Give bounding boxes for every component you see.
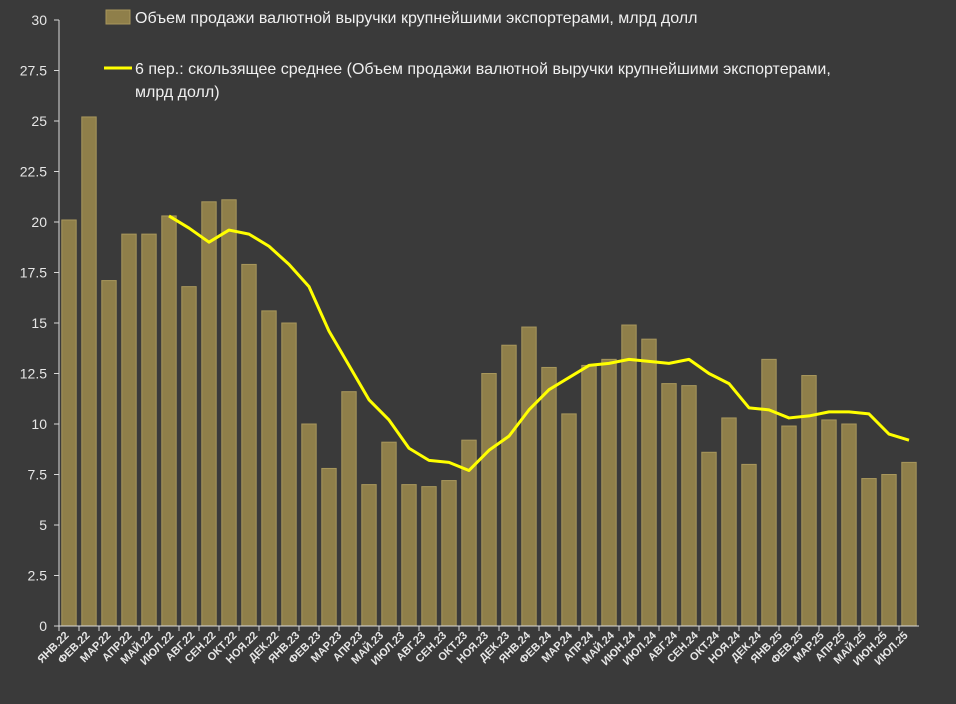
y-tick-label: 27.5 (20, 63, 47, 79)
legend-line-label-2: млрд долл) (135, 84, 220, 101)
bar (221, 199, 237, 627)
y-tick-label: 25 (31, 113, 47, 129)
bar (341, 391, 357, 627)
legend-line-label-1: 6 пер.: скользящее среднее (Объем продаж… (135, 61, 831, 78)
bar (401, 484, 417, 627)
bar (481, 373, 497, 627)
bar (861, 478, 877, 627)
bar (821, 419, 837, 627)
x-axis-ticks: ЯНВ.22ФЕВ.22МАР.22АПР.22МАЙ.22ИЮЛ.22АВГ.… (35, 626, 911, 668)
bar (181, 286, 197, 627)
bar (101, 280, 117, 627)
bar (541, 366, 557, 627)
moving-average-line (168, 214, 910, 472)
bar (561, 413, 577, 627)
bar (801, 375, 817, 627)
bar (621, 324, 637, 627)
bar (721, 417, 737, 627)
y-tick-label: 2.5 (28, 568, 48, 584)
bar (81, 116, 97, 627)
bar (121, 233, 137, 627)
bar (521, 326, 537, 627)
legend: Объем продажи валютной выручки крупнейши… (104, 9, 831, 101)
y-tick-label: 30 (31, 12, 47, 28)
bar (321, 467, 337, 627)
y-tick-label: 10 (31, 416, 47, 432)
legend-bar-swatch (105, 9, 131, 25)
y-tick-label: 20 (31, 214, 47, 230)
bar (421, 486, 437, 627)
y-tick-label: 22.5 (20, 164, 47, 180)
bar (141, 233, 157, 627)
bar (681, 385, 697, 627)
y-tick-label: 5 (39, 517, 47, 533)
bar (661, 383, 677, 627)
bar (901, 461, 917, 627)
bar (161, 215, 177, 627)
bar (581, 364, 597, 627)
moving-average-series (168, 214, 910, 472)
y-tick-label: 7.5 (28, 467, 48, 483)
bar (841, 423, 857, 627)
bar (241, 263, 257, 627)
bar (881, 474, 897, 627)
bar-series (61, 116, 917, 627)
y-tick-label: 12.5 (20, 366, 47, 382)
bar (381, 441, 397, 627)
bar (641, 338, 657, 627)
bar (601, 358, 617, 627)
bar (281, 322, 297, 627)
bar (301, 423, 317, 627)
y-axis-ticks: 0 2.5 5 7.5 10 12.5 15 17.5 20 22.5 25 27.5 30 (20, 12, 59, 634)
bar (781, 425, 797, 627)
bar (741, 463, 757, 627)
y-tick-label: 0 (39, 618, 47, 634)
bar (701, 451, 717, 627)
y-tick-label: 17.5 (20, 265, 47, 281)
legend-bar-label: Объем продажи валютной выручки крупнейши… (135, 10, 697, 27)
bar (441, 480, 457, 627)
bar (201, 201, 217, 627)
bar (501, 344, 517, 627)
bar (361, 484, 377, 627)
bar (761, 358, 777, 627)
bar (61, 219, 77, 627)
y-tick-label: 15 (31, 315, 47, 331)
bar (261, 310, 277, 627)
